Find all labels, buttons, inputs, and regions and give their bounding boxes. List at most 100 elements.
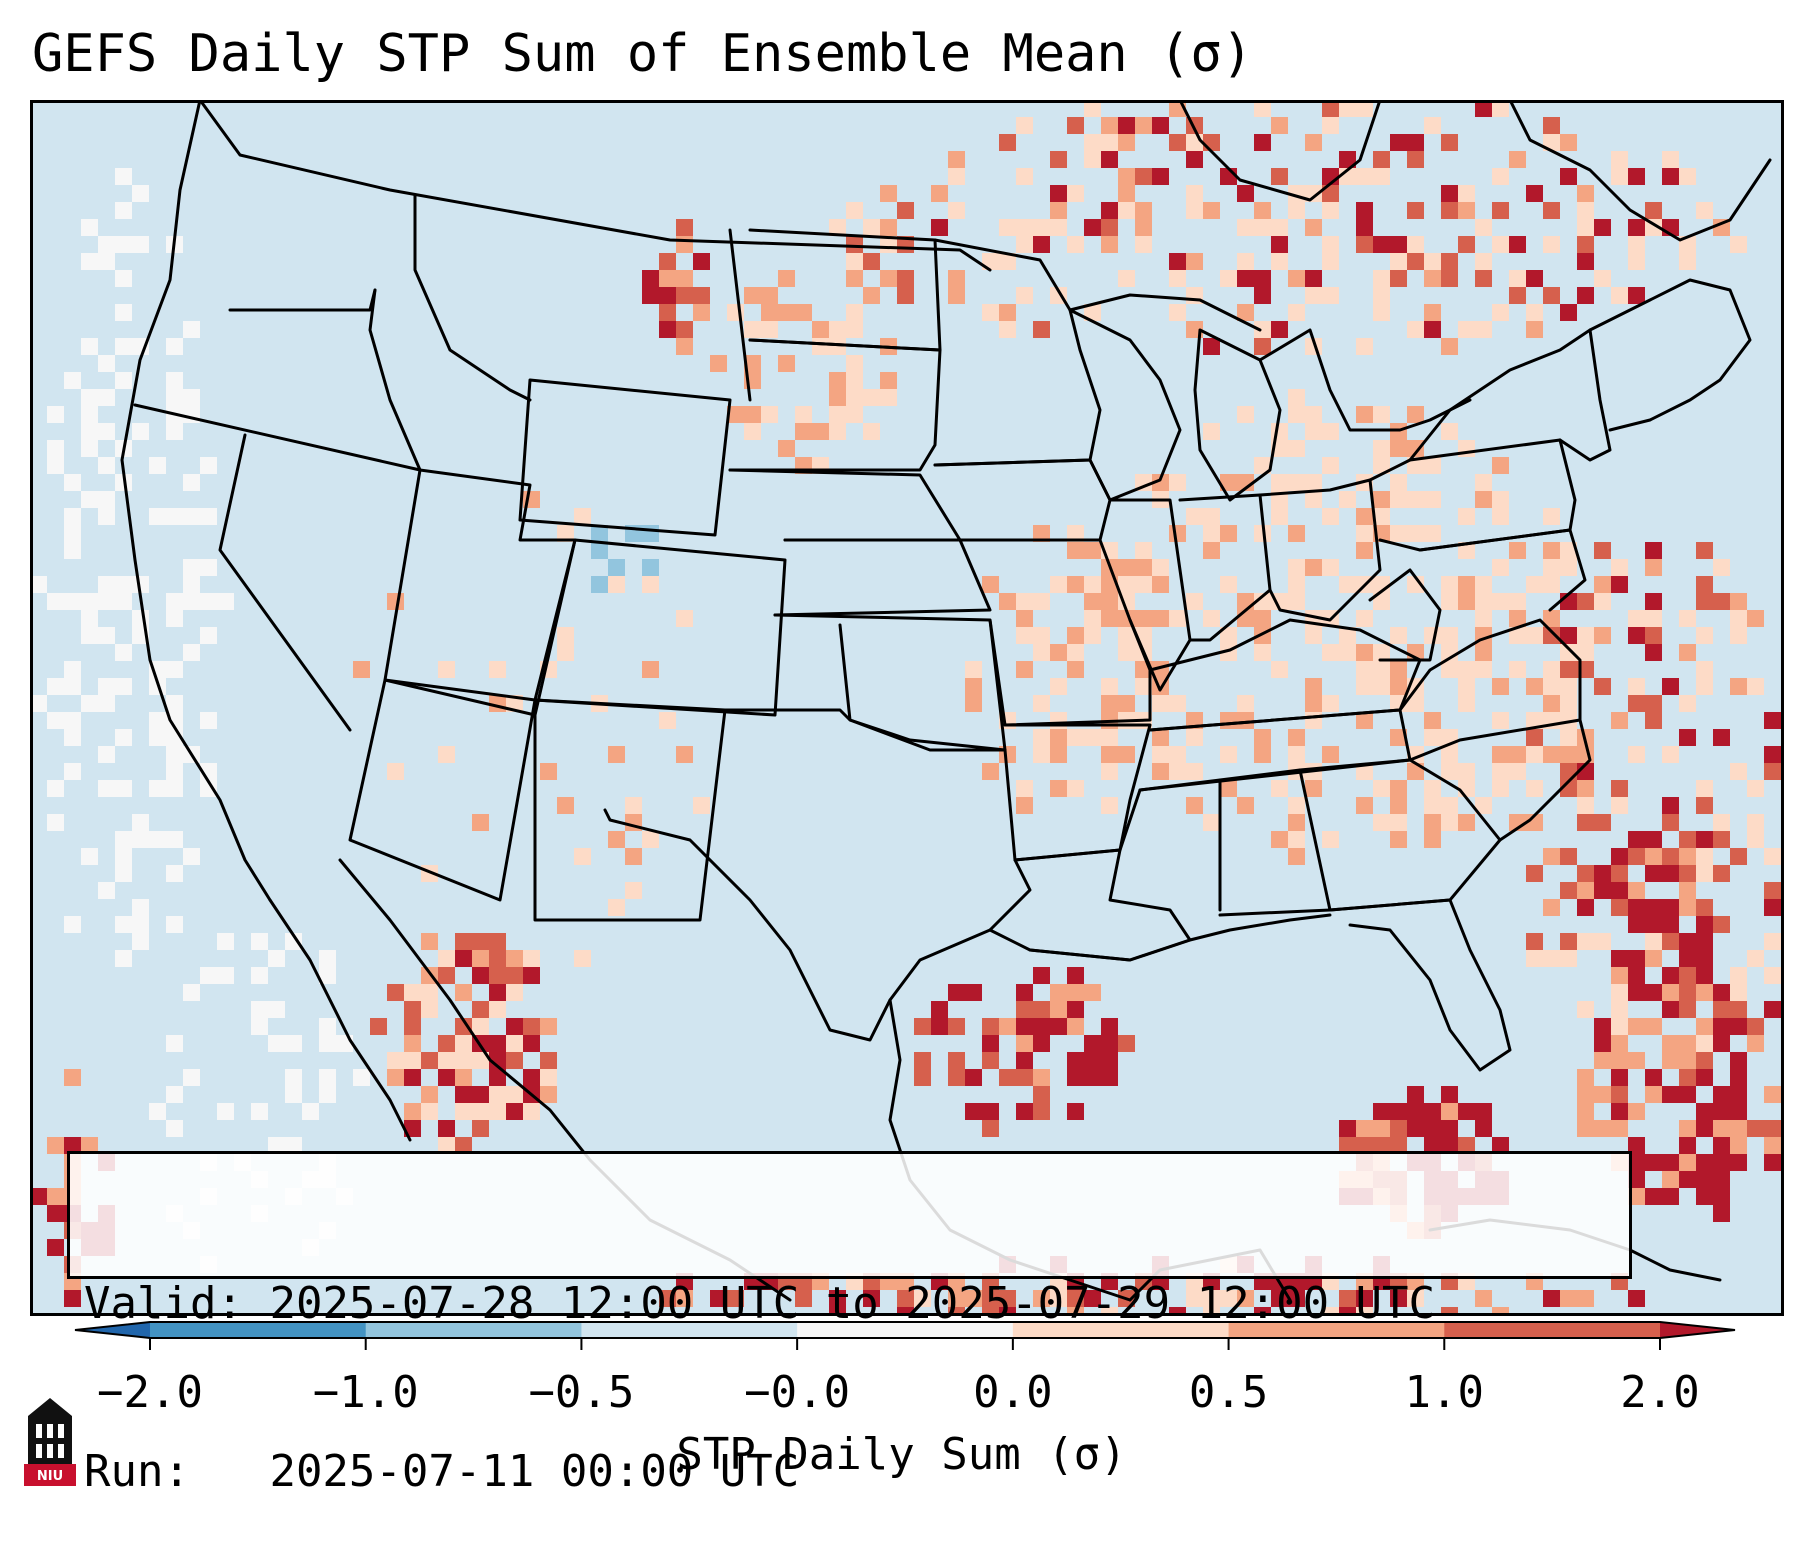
colorbar-over-arrow	[1660, 1322, 1735, 1338]
hot-cell	[1373, 1120, 1390, 1137]
warm-cell	[727, 406, 744, 423]
warm-cell	[1662, 797, 1679, 814]
warm-cell	[1543, 746, 1560, 763]
warm-cell	[829, 406, 846, 423]
warm-cell	[1050, 576, 1067, 593]
warm-cell	[897, 202, 914, 219]
warm-cell	[1118, 559, 1135, 576]
neutral-cell	[30, 576, 47, 593]
warm-cell	[1288, 440, 1305, 457]
neutral-cell	[166, 593, 183, 610]
warm-cell	[1050, 644, 1067, 661]
warm-cell	[1288, 814, 1305, 831]
neutral-cell	[132, 899, 149, 916]
warm-cell	[1322, 202, 1339, 219]
hot-cell	[1118, 1035, 1135, 1052]
warm-cell	[829, 321, 846, 338]
warm-cell	[1271, 474, 1288, 491]
warm-cell	[863, 423, 880, 440]
warm-cell	[1424, 253, 1441, 270]
warm-cell	[1390, 678, 1407, 695]
neutral-cell	[98, 882, 115, 899]
neutral-cell	[285, 1137, 302, 1154]
warm-cell	[1543, 950, 1560, 967]
warm-cell	[1305, 219, 1322, 236]
hot-cell	[914, 1069, 931, 1086]
warm-cell	[1203, 610, 1220, 627]
hot-cell	[421, 1086, 438, 1103]
hot-cell	[455, 984, 472, 1001]
warm-cell	[1407, 491, 1424, 508]
warm-cell	[1407, 525, 1424, 542]
hot-cell	[1373, 1103, 1390, 1120]
warm-cell	[608, 831, 625, 848]
warm-cell	[1101, 695, 1118, 712]
warm-cell	[1560, 134, 1577, 151]
hot-cell	[1679, 1120, 1696, 1137]
warm-cell	[846, 236, 863, 253]
warm-cell	[1288, 406, 1305, 423]
gulf-coast	[988, 913, 1332, 962]
warm-cell	[931, 185, 948, 202]
neutral-cell	[64, 763, 81, 780]
neutral-cell	[64, 916, 81, 933]
warm-cell	[1475, 100, 1492, 117]
neutral-cell	[81, 423, 98, 440]
warm-cell	[1611, 1018, 1628, 1035]
hot-cell	[489, 1035, 506, 1052]
hot-cell	[421, 1103, 438, 1120]
hot-cell	[1696, 1103, 1713, 1120]
hot-cell	[472, 933, 489, 950]
warm-cell	[1679, 253, 1696, 270]
hot-cell	[710, 1290, 727, 1307]
hot-cell	[1067, 1001, 1084, 1018]
warm-cell	[1543, 661, 1560, 678]
hot-cell	[693, 253, 710, 270]
warm-cell	[1152, 168, 1169, 185]
warm-cell	[1356, 797, 1373, 814]
warm-cell	[1713, 916, 1730, 933]
warm-cell	[778, 270, 795, 287]
hot-cell	[982, 1307, 999, 1316]
neutral-cell	[149, 508, 166, 525]
warm-cell	[1067, 661, 1084, 678]
neutral-cell	[319, 950, 336, 967]
warm-cell	[1101, 151, 1118, 168]
warm-cell	[1696, 933, 1713, 950]
hot-cell	[1084, 984, 1101, 1001]
warm-cell	[1441, 797, 1458, 814]
warm-cell	[1237, 304, 1254, 321]
hot-cell	[1033, 1103, 1050, 1120]
warm-cell	[1526, 780, 1543, 797]
neutral-cell	[268, 1001, 285, 1018]
neutral-cell	[115, 729, 132, 746]
warm-cell	[1628, 253, 1645, 270]
warm-cell	[1747, 780, 1764, 797]
hot-cell	[1662, 933, 1679, 950]
neutral-cell	[47, 457, 64, 474]
warm-cell	[1373, 287, 1390, 304]
warm-cell	[1084, 576, 1101, 593]
warm-cell	[1492, 780, 1509, 797]
warm-cell	[642, 831, 659, 848]
warm-cell	[1628, 610, 1645, 627]
warm-cell	[1458, 695, 1475, 712]
colorbar-segment-6	[1444, 1322, 1661, 1338]
hot-cell	[1611, 1052, 1628, 1069]
warm-cell	[1560, 661, 1577, 678]
neutral-cell	[132, 185, 149, 202]
hot-cell	[965, 1069, 982, 1086]
warm-cell	[1492, 559, 1509, 576]
warm-cell	[1475, 219, 1492, 236]
warm-cell	[1305, 185, 1322, 202]
warm-cell	[1322, 831, 1339, 848]
warm-cell	[1577, 185, 1594, 202]
warm-cell	[1441, 576, 1458, 593]
maryland-delaware	[1418, 528, 1587, 612]
warm-cell	[1543, 202, 1560, 219]
warm-cell	[1577, 899, 1594, 916]
warm-cell	[1475, 610, 1492, 627]
neutral-cell	[200, 593, 217, 610]
warm-cell	[1764, 763, 1781, 780]
neutral-cell	[98, 508, 115, 525]
